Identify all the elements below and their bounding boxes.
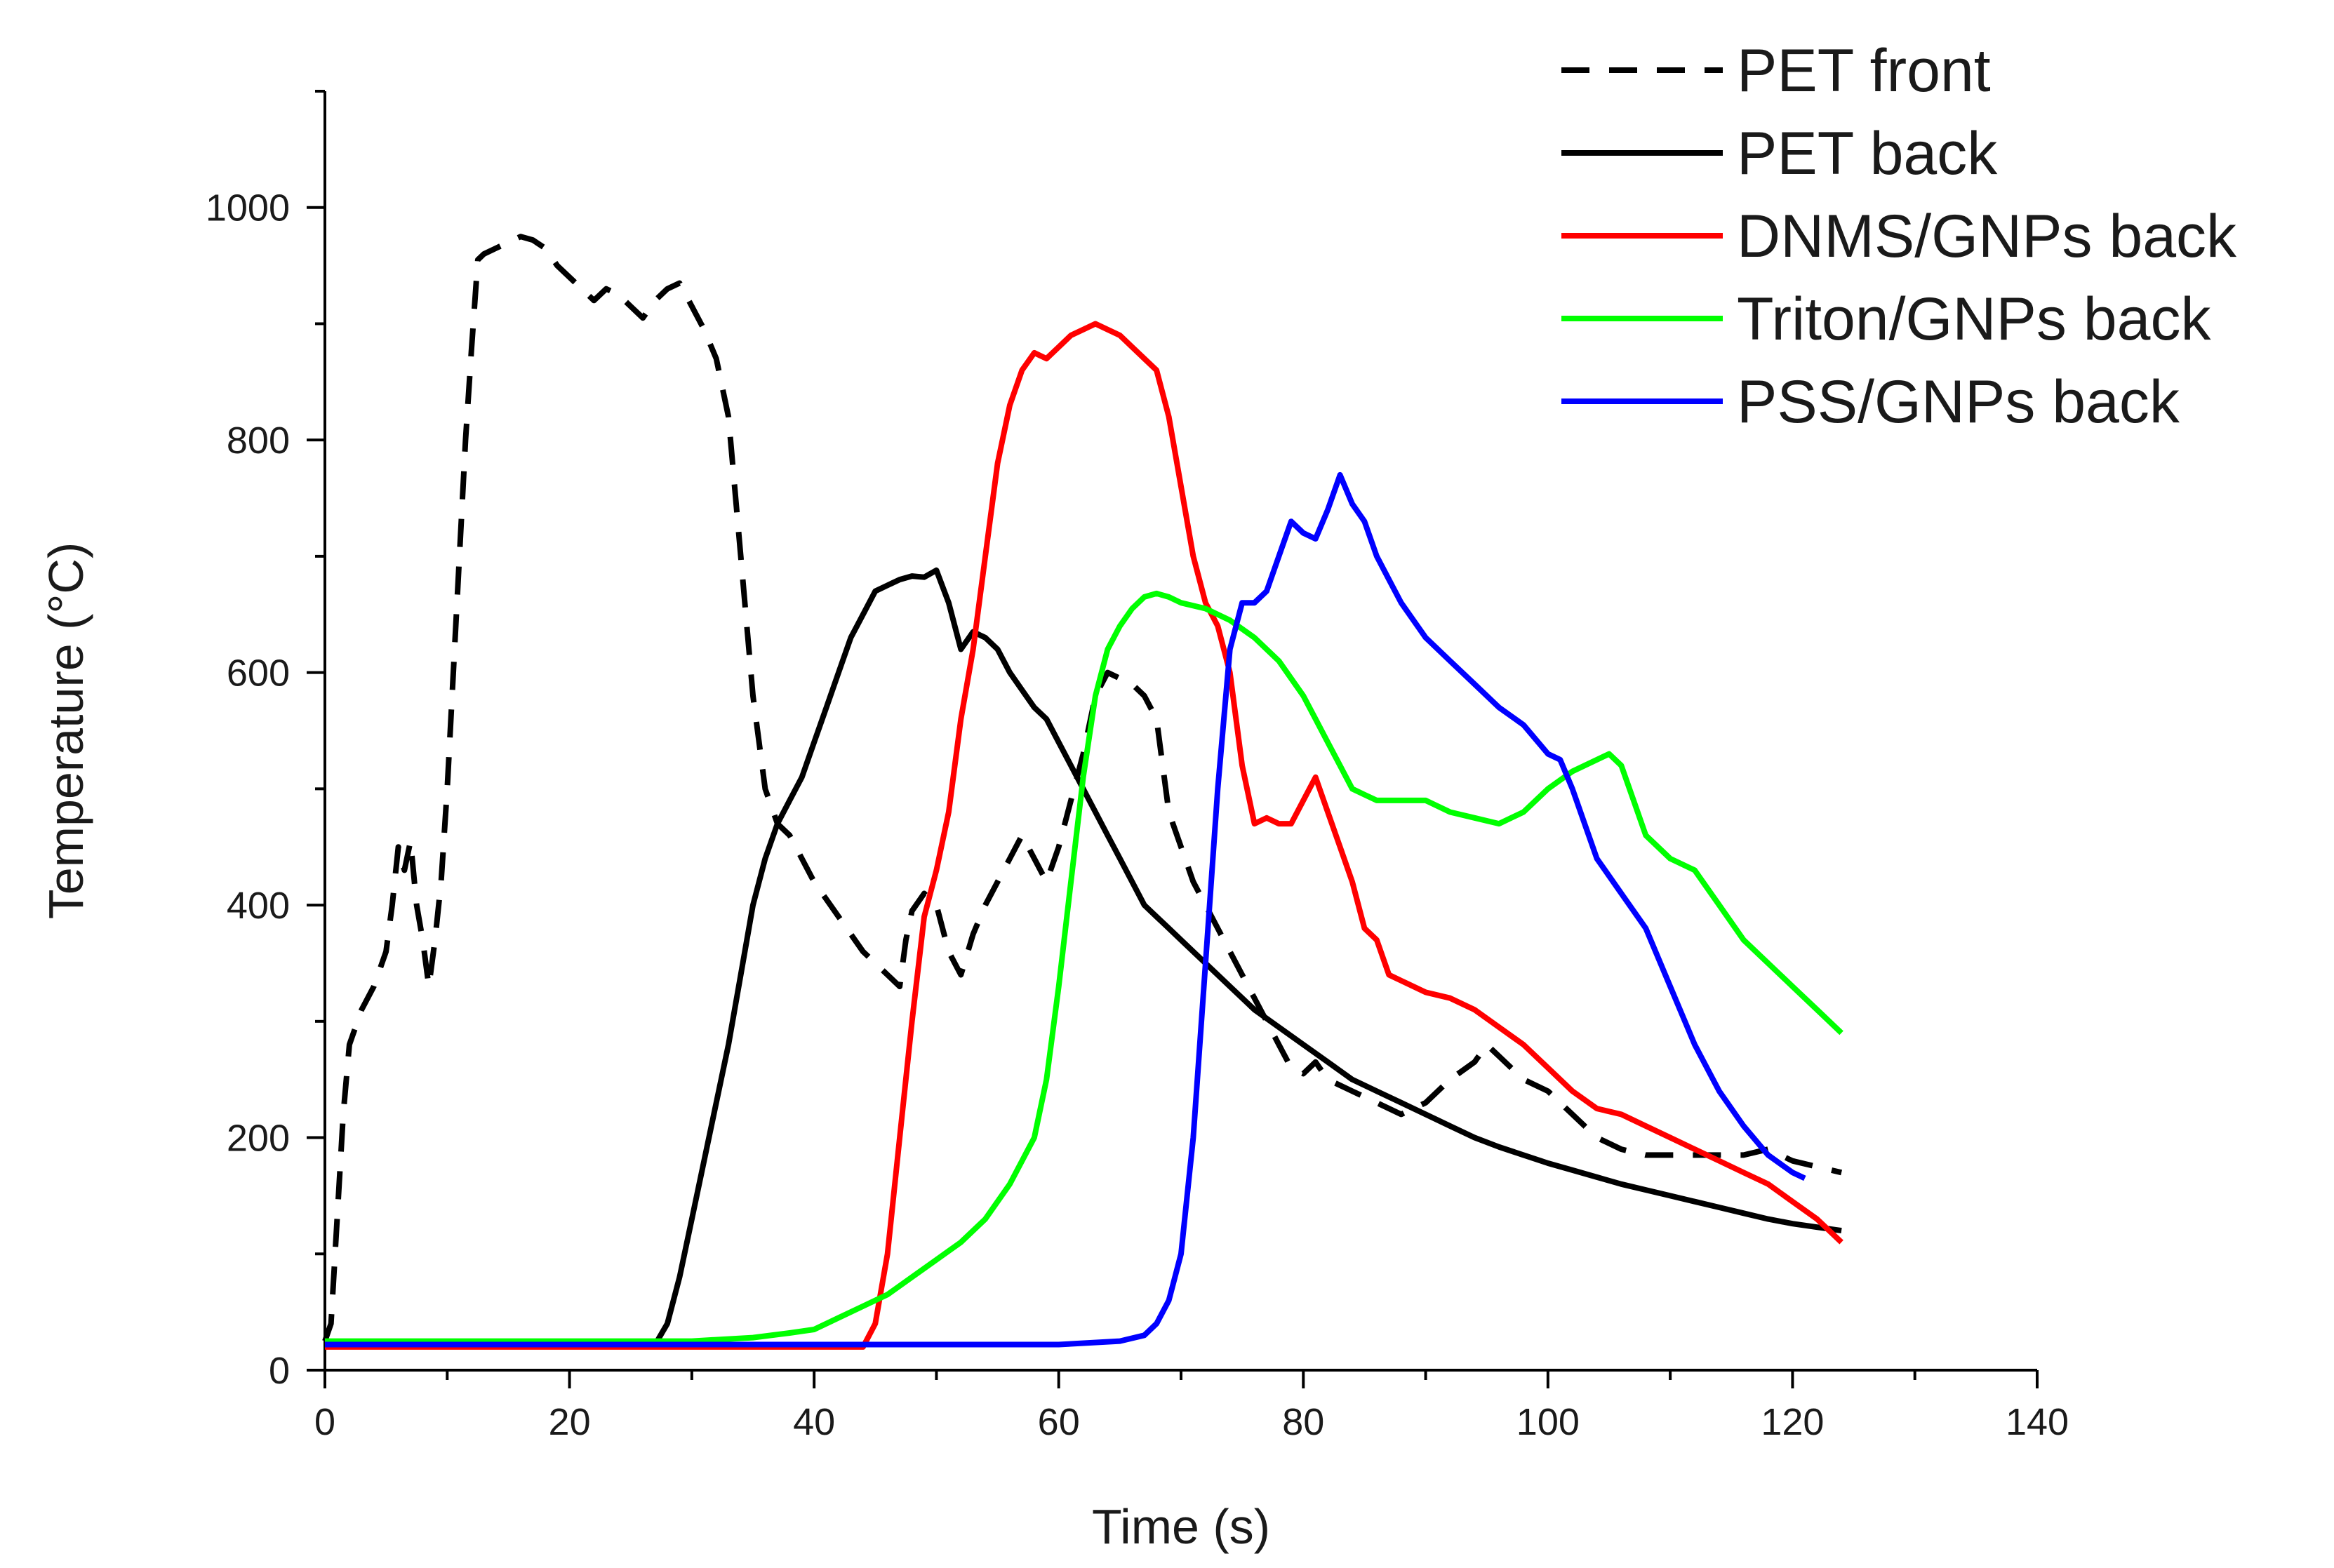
- x-tick-label: 140: [2006, 1401, 2069, 1443]
- y-tick-label: 200: [227, 1118, 290, 1160]
- y-tick-label: 0: [269, 1350, 290, 1392]
- y-ticks: 0 200 400 600 800 1000: [206, 90, 325, 1392]
- legend-label-dnms-gnps-back: DNMS/GNPs back: [1737, 203, 2237, 270]
- x-tick-label: 120: [1761, 1401, 1824, 1443]
- series-line-pet-back: [325, 567, 1842, 1348]
- y-tick-label: 1000: [206, 187, 290, 229]
- series-line-dnms-gnps-back: [325, 321, 1843, 1350]
- x-tick-label: 20: [549, 1401, 591, 1443]
- legend: PET front PET back DNMS/GNPs back Triton/GN…: [1561, 37, 2237, 436]
- y-tick-label: 400: [227, 885, 290, 927]
- y-tick-label: 800: [227, 420, 290, 462]
- series-line-pss-gnps-back: [325, 471, 1806, 1348]
- series-line-pet-front: [322, 234, 1843, 1342]
- y-axis-title: Temperature (°C): [39, 542, 93, 920]
- x-tick-label: 40: [793, 1401, 835, 1443]
- series-layer: [322, 234, 1843, 1350]
- legend-label-pss-gnps-back: PSS/GNPs back: [1737, 368, 2180, 436]
- legend-label-pet-front: PET front: [1737, 37, 1991, 105]
- x-ticks: 0 20 40 60 80 100 120 140: [314, 1370, 2069, 1443]
- x-tick-label: 100: [1516, 1401, 1580, 1443]
- x-axis-title: Time (s): [1092, 1499, 1270, 1554]
- axes: 0 20 40 60 80 100 120 140 0 200 400 600 800 1000: [206, 90, 2069, 1443]
- x-tick-label: 80: [1282, 1401, 1324, 1443]
- x-tick-label: 0: [314, 1401, 335, 1443]
- y-tick-label: 600: [227, 652, 290, 695]
- x-tick-label: 60: [1038, 1401, 1080, 1443]
- legend-label-pet-back: PET back: [1737, 120, 1998, 187]
- legend-label-triton-gnps-back: Triton/GNPs back: [1737, 286, 2211, 353]
- series-line-triton-gnps-back: [325, 590, 1843, 1344]
